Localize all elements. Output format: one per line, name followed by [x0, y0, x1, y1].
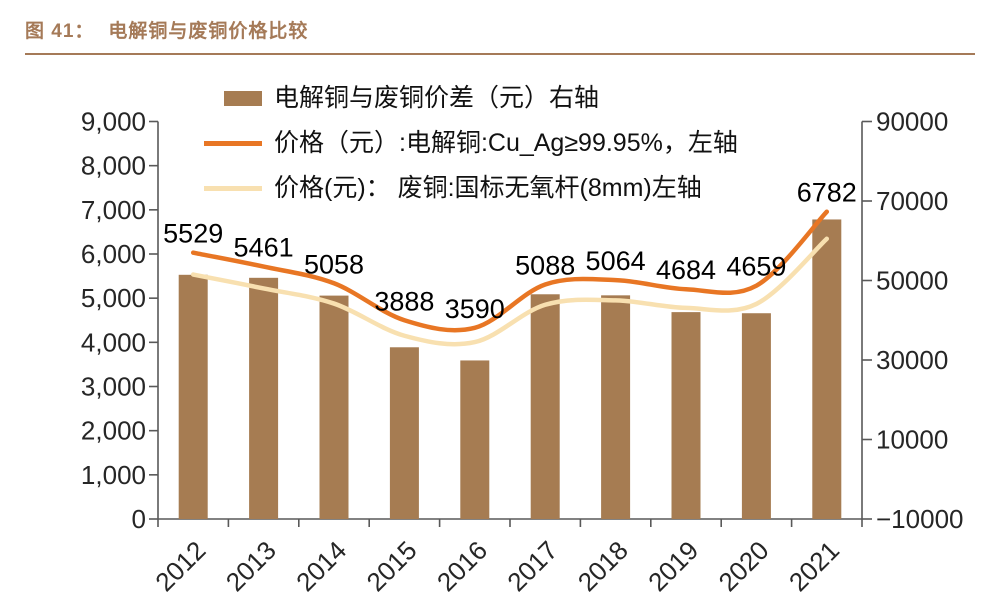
x-axis-category-label: 2013: [220, 535, 282, 597]
spread-bar: [671, 312, 701, 519]
spread-bar: [460, 360, 490, 519]
legend-label: 价格(元)： 废铜:国标无氧杆(8mm)左轴: [274, 174, 702, 202]
left-axis-tick-label: 4,000: [81, 327, 146, 357]
spread-bar: [319, 295, 349, 519]
spread-data-label: 5088: [515, 250, 575, 280]
legend-item-electrolytic-price: 价格（元）:电解铜:Cu_Ag≥99.95%，左轴: [204, 121, 738, 166]
spread-data-label: 3590: [445, 294, 505, 324]
left-axis-tick-label: 2,000: [81, 416, 146, 446]
spread-data-label: 4659: [726, 252, 786, 282]
left-axis-tick-label: 7,000: [81, 195, 146, 225]
legend-item-spread: 电解铜与废铜价差（元）右轴: [204, 76, 738, 121]
spread-bar: [601, 295, 631, 519]
x-axis-category-label: 2012: [149, 535, 211, 597]
electrolytic-copper-price-line: [190, 209, 830, 333]
right-axis-tick-label: 90000: [876, 107, 948, 137]
line-swatch-icon: [204, 186, 262, 191]
spread-data-label: 5529: [163, 219, 223, 249]
right-axis-tick-label: 50000: [876, 266, 948, 296]
spread-bar: [741, 313, 771, 519]
chart-legend: 电解铜与废铜价差（元）右轴 价格（元）:电解铜:Cu_Ag≥99.95%，左轴 …: [204, 76, 738, 211]
x-axis-category-label: 2015: [361, 535, 423, 597]
x-axis-category-label: 2017: [501, 535, 563, 597]
spread-data-label: 5461: [234, 233, 294, 263]
left-axis-tick-label: 1,000: [81, 460, 146, 490]
spread-data-label: 5064: [586, 246, 646, 276]
left-axis-tick-label: 9,000: [81, 107, 146, 137]
left-axis-tick-label: 0: [132, 504, 146, 534]
x-axis-category-label: 2020: [713, 535, 775, 597]
left-axis-tick-label: 3,000: [81, 372, 146, 402]
caption-underline: [25, 53, 975, 55]
figure-caption: 图 41： 电解铜与废铜价格比较: [25, 16, 308, 43]
x-axis-category-label: 2019: [642, 535, 704, 597]
figure-title: 电解铜与废铜价格比较: [108, 21, 309, 42]
spread-bar: [178, 274, 208, 519]
legend-label: 价格（元）:电解铜:Cu_Ag≥99.95%，左轴: [274, 129, 738, 157]
spread-data-label: 5058: [304, 249, 364, 279]
spread-data-label: 6782: [797, 178, 857, 208]
scrap-copper-price-line: [190, 236, 830, 347]
right-axis-tick-label: 10000: [876, 425, 948, 455]
spread-bar: [812, 219, 842, 519]
figure-number: 图 41：: [25, 21, 95, 42]
x-axis-category-label: 2014: [290, 535, 352, 597]
spread-bar: [530, 294, 560, 519]
right-axis-tick-label: 30000: [876, 345, 948, 375]
spread-bar: [249, 277, 279, 519]
spread-bar: [389, 347, 419, 519]
x-axis-category-label: 2016: [431, 535, 493, 597]
x-axis-category-label: 2021: [783, 535, 845, 597]
x-axis-category-label: 2018: [572, 535, 634, 597]
left-axis-tick-label: 5,000: [81, 283, 146, 313]
spread-data-label: 4684: [656, 255, 716, 285]
bar-swatch-icon: [224, 91, 262, 106]
left-axis-tick-label: 6,000: [81, 239, 146, 269]
line-swatch-icon: [204, 141, 262, 146]
right-axis-tick-label: 70000: [876, 186, 948, 216]
legend-label: 电解铜与废铜价差（元）右轴: [274, 84, 600, 112]
right-axis-tick-label: −10000: [876, 504, 963, 534]
left-axis-tick-label: 8,000: [81, 151, 146, 181]
legend-item-scrap-price: 价格(元)： 废铜:国标无氧杆(8mm)左轴: [204, 166, 738, 211]
spread-data-label: 3888: [374, 286, 434, 316]
